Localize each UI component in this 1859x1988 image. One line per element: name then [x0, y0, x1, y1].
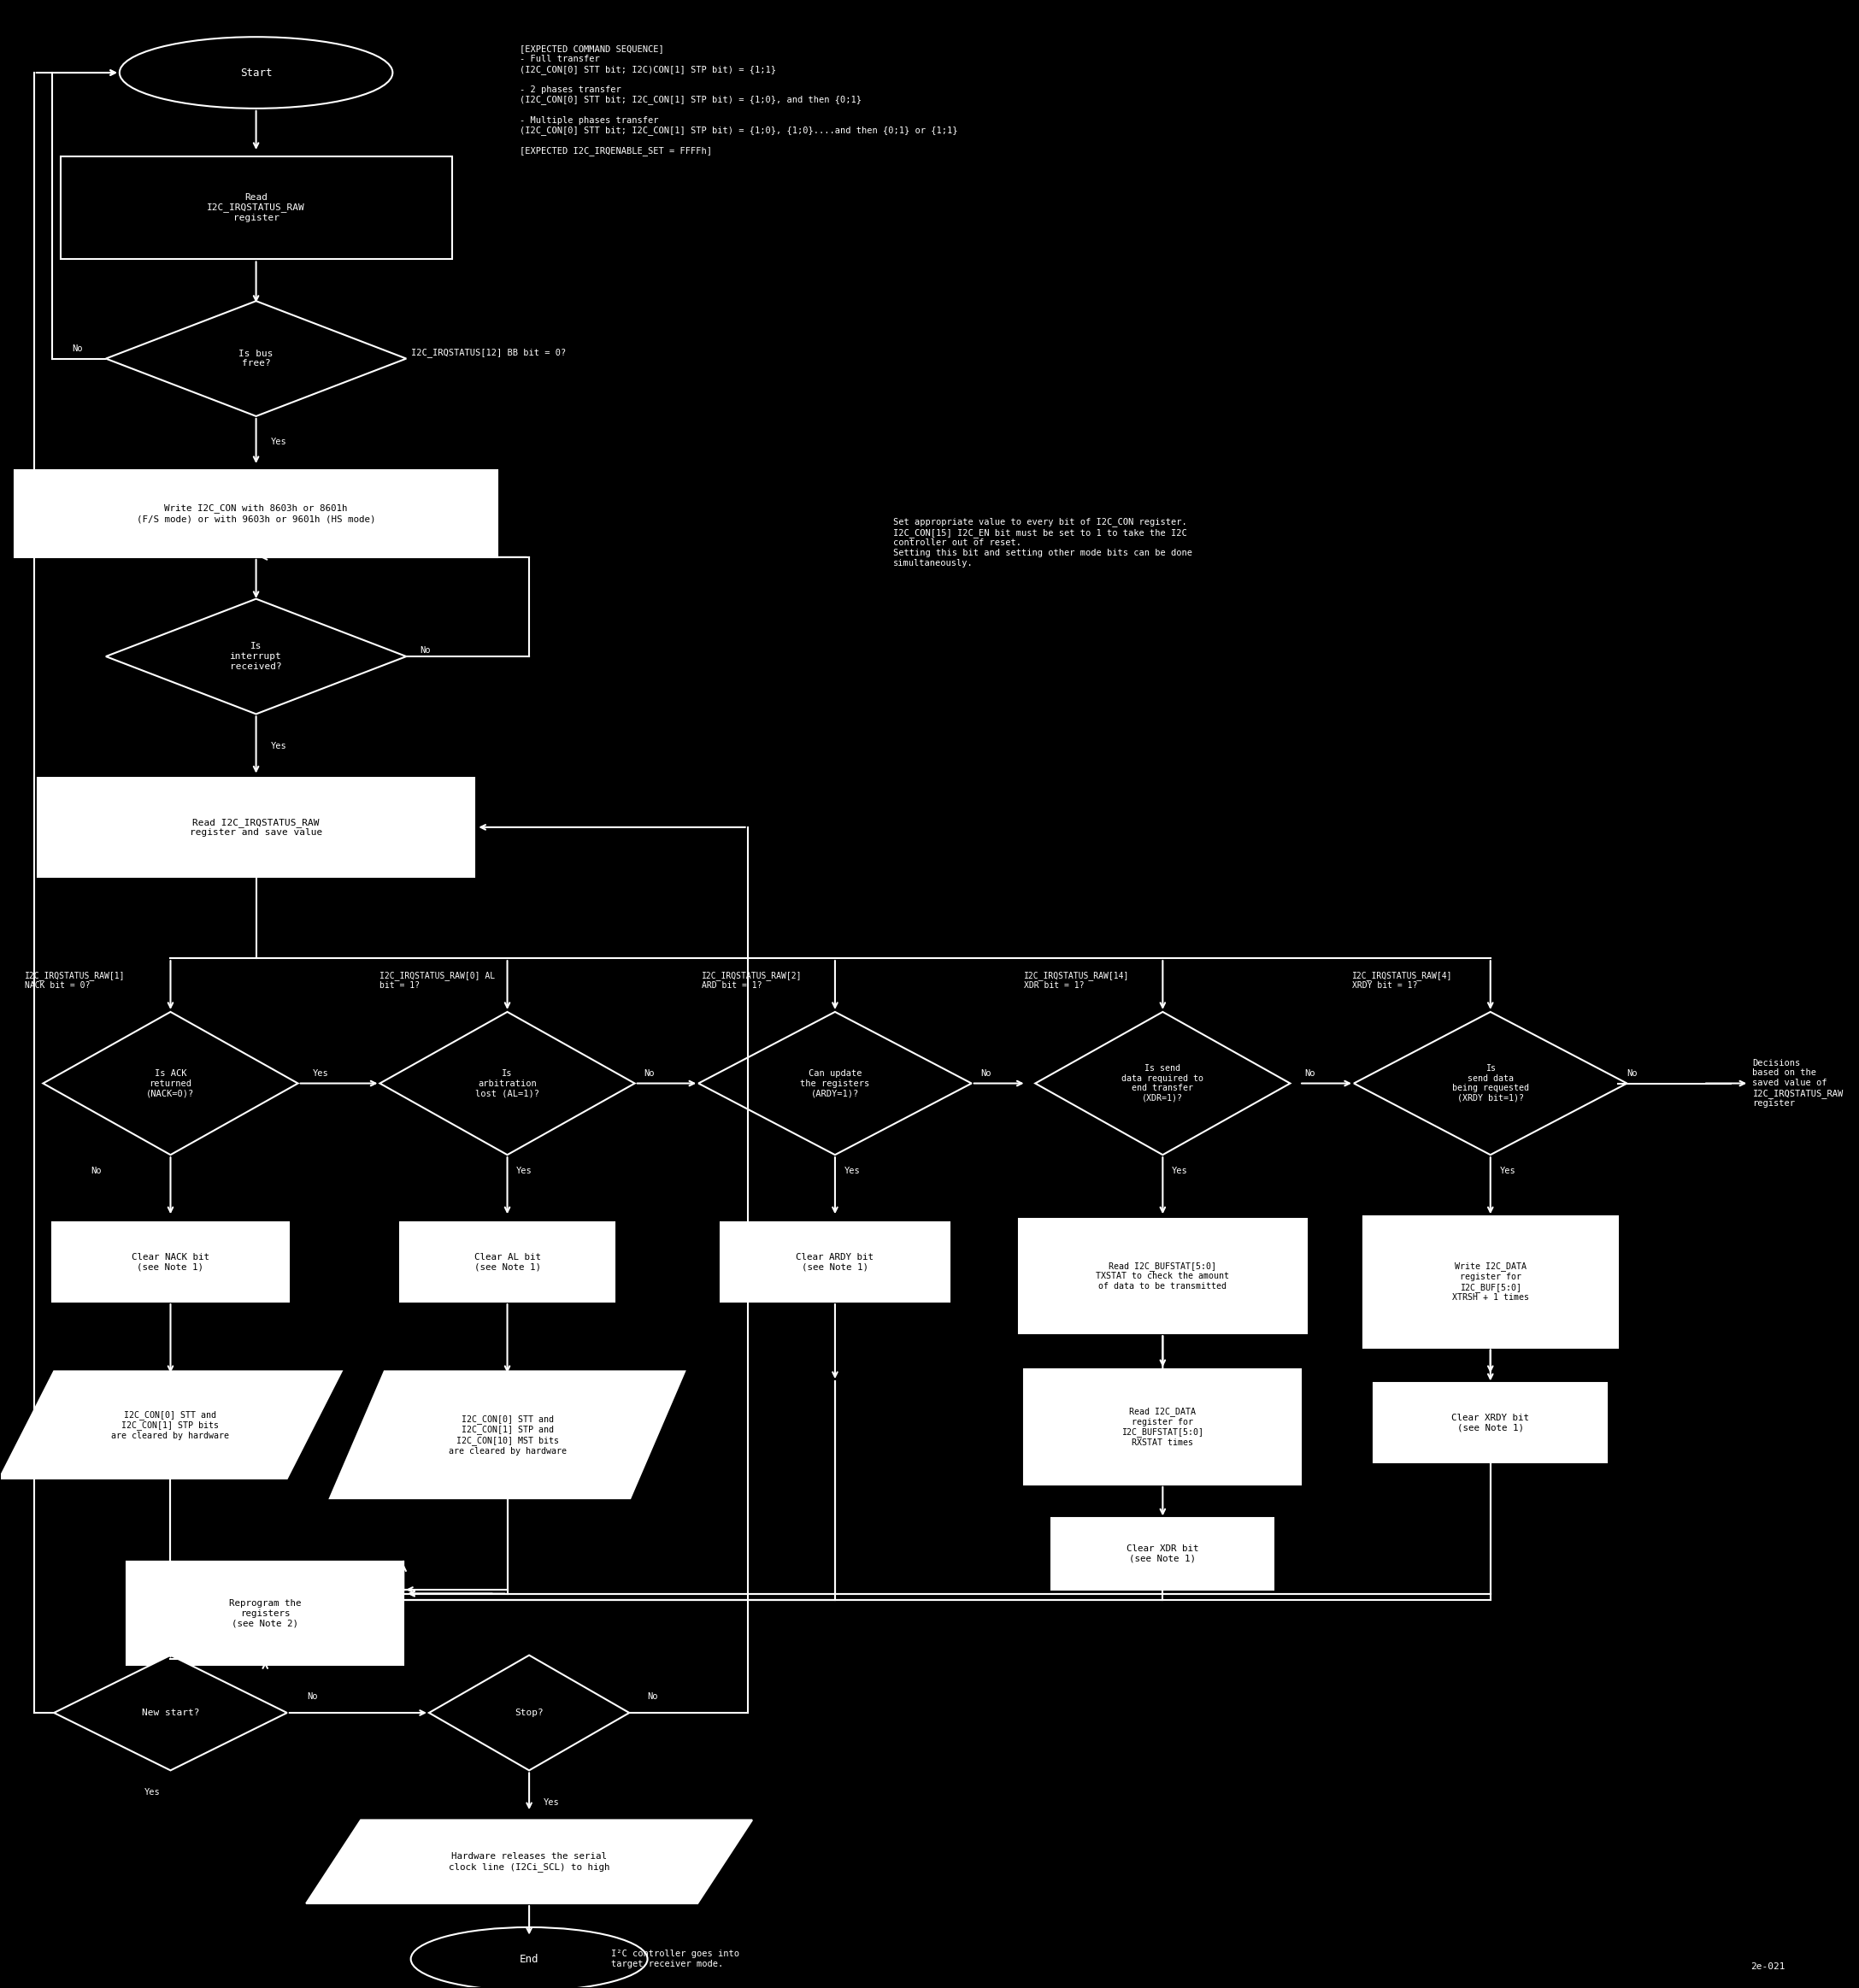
Text: Yes: Yes [271, 437, 286, 445]
Text: Yes: Yes [145, 1787, 160, 1797]
Text: Stop?: Stop? [515, 1708, 543, 1718]
Polygon shape [699, 1012, 972, 1155]
Bar [37, 777, 474, 877]
Text: No: No [982, 1070, 991, 1077]
Text: I2C_IRQSTATUS_RAW[14]
XDR bit = 1?: I2C_IRQSTATUS_RAW[14] XDR bit = 1? [1024, 970, 1130, 990]
Bar [59, 157, 452, 258]
Text: Decisions
based on the
saved value of
I2C_IRQSTATUS_RAW
register: Decisions based on the saved value of I2… [1753, 1060, 1844, 1107]
Polygon shape [43, 1012, 297, 1155]
Text: Read I2C_IRQSTATUS_RAW
register and save value: Read I2C_IRQSTATUS_RAW register and save… [190, 817, 322, 837]
Text: No: No [307, 1692, 318, 1702]
Text: No: No [73, 344, 84, 354]
Text: Reprogram the
registers
(see Note 2): Reprogram the registers (see Note 2) [229, 1598, 301, 1628]
Bar [52, 1223, 288, 1302]
Text: End: End [519, 1954, 539, 1964]
Text: Read I2C_BUFSTAT[5:0]
TXSTAT to check the amount
of data to be transmitted: Read I2C_BUFSTAT[5:0] TXSTAT to check th… [1097, 1260, 1229, 1290]
Text: Write I2C_DATA
register for
I2C_BUF[5:0]
XTRSH + 1 times: Write I2C_DATA register for I2C_BUF[5:0]… [1452, 1262, 1528, 1302]
Text: No: No [1627, 1070, 1638, 1077]
Text: No: No [91, 1167, 102, 1175]
Text: Set appropriate value to every bit of I2C_CON register.
I2C_CON[15] I2C_EN bit m: Set appropriate value to every bit of I2… [894, 517, 1192, 567]
Text: Clear XDR bit
(see Note 1): Clear XDR bit (see Note 1) [1127, 1545, 1199, 1563]
Text: No: No [647, 1692, 658, 1702]
Text: Is ACK
returned
(NACK=0)?: Is ACK returned (NACK=0)? [147, 1070, 195, 1097]
Polygon shape [106, 300, 407, 415]
Bar [126, 1563, 403, 1666]
Text: Yes: Yes [312, 1070, 329, 1077]
Text: I2C_IRQSTATUS[12] BB bit = 0?: I2C_IRQSTATUS[12] BB bit = 0? [411, 348, 565, 358]
Polygon shape [329, 1372, 684, 1499]
Text: 2e-021: 2e-021 [1751, 1962, 1785, 1970]
Text: I2C_IRQSTATUS_RAW[4]
XRDY bit = 1?: I2C_IRQSTATUS_RAW[4] XRDY bit = 1? [1351, 970, 1452, 990]
Text: Clear ARDY bit
(see Note 1): Clear ARDY bit (see Note 1) [796, 1252, 874, 1270]
Text: Clear AL bit
(see Note 1): Clear AL bit (see Note 1) [474, 1252, 541, 1270]
Text: Can update
the registers
(ARDY=1)?: Can update the registers (ARDY=1)? [799, 1070, 870, 1097]
Polygon shape [0, 1372, 342, 1479]
Text: I2C_IRQSTATUS_RAW[1]
NACK bit = 0?: I2C_IRQSTATUS_RAW[1] NACK bit = 0? [24, 970, 125, 990]
Text: Is bus
free?: Is bus free? [238, 350, 273, 368]
Polygon shape [1353, 1012, 1627, 1155]
Text: Is send
data required to
end transfer
(XDR=1)?: Is send data required to end transfer (X… [1121, 1064, 1205, 1103]
Text: Hardware releases the serial
clock line (I2Ci_SCL) to high: Hardware releases the serial clock line … [448, 1853, 610, 1871]
Text: I2C_CON[0] STT and
I2C_CON[1] STP bits
are cleared by hardware: I2C_CON[0] STT and I2C_CON[1] STP bits a… [112, 1409, 229, 1439]
Bar [1374, 1384, 1606, 1463]
Polygon shape [307, 1821, 753, 1903]
Text: Yes: Yes [271, 742, 286, 749]
Text: I2C_IRQSTATUS_RAW[0] AL
bit = 1?: I2C_IRQSTATUS_RAW[0] AL bit = 1? [379, 970, 494, 990]
Text: No: No [420, 646, 431, 654]
Text: New start?: New start? [141, 1708, 199, 1718]
Text: I2C_IRQSTATUS_RAW[2]
ARD bit = 1?: I2C_IRQSTATUS_RAW[2] ARD bit = 1? [703, 970, 803, 990]
Text: Read
I2C_IRQSTATUS_RAW
register: Read I2C_IRQSTATUS_RAW register [206, 193, 305, 223]
Bar [15, 469, 498, 557]
Text: No: No [1305, 1070, 1316, 1077]
Text: Yes: Yes [1500, 1167, 1515, 1175]
Text: Clear NACK bit
(see Note 1): Clear NACK bit (see Note 1) [132, 1252, 210, 1270]
Text: I²C controller goes into
target receiver mode.: I²C controller goes into target receiver… [612, 1950, 740, 1968]
Polygon shape [429, 1656, 630, 1771]
Ellipse shape [119, 38, 392, 109]
Text: [EXPECTED COMMAND SEQUENCE]
- Full transfer
(I2C_CON[0] STT bit; I2C)CON[1] STP : [EXPECTED COMMAND SEQUENCE] - Full trans… [521, 46, 957, 155]
Text: Yes: Yes [517, 1167, 532, 1175]
Bar [1363, 1217, 1617, 1348]
Text: Yes: Yes [543, 1797, 560, 1807]
Text: Is
interrupt
received?: Is interrupt received? [231, 642, 283, 670]
Polygon shape [54, 1656, 286, 1771]
Text: No: No [643, 1070, 654, 1077]
Text: Write I2C_CON with 8603h or 8601h
(F/S mode) or with 9603h or 9601h (HS mode): Write I2C_CON with 8603h or 8601h (F/S m… [136, 503, 376, 523]
Ellipse shape [411, 1926, 647, 1988]
Bar [1052, 1519, 1273, 1590]
Text: Start: Start [240, 68, 271, 78]
Text: Yes: Yes [1171, 1167, 1188, 1175]
Bar [400, 1223, 615, 1302]
Text: Is
arbitration
lost (AL=1)?: Is arbitration lost (AL=1)? [476, 1070, 539, 1097]
Text: Clear XRDY bit
(see Note 1): Clear XRDY bit (see Note 1) [1452, 1413, 1530, 1431]
Polygon shape [1035, 1012, 1290, 1155]
Text: Yes: Yes [844, 1167, 861, 1175]
Bar [1019, 1219, 1307, 1334]
Text: Is
send data
being requested
(XRDY bit=1)?: Is send data being requested (XRDY bit=1… [1452, 1064, 1528, 1103]
Bar [1024, 1370, 1301, 1485]
Text: Read I2C_DATA
register for
I2C_BUFSTAT[5:0]
RXSTAT times: Read I2C_DATA register for I2C_BUFSTAT[5… [1121, 1408, 1205, 1447]
Text: I2C_CON[0] STT and
I2C_CON[1] STP and
I2C_CON[10] MST bits
are cleared by hardwa: I2C_CON[0] STT and I2C_CON[1] STP and I2… [448, 1415, 567, 1455]
Polygon shape [106, 598, 407, 714]
Polygon shape [379, 1012, 634, 1155]
Bar [719, 1223, 950, 1302]
